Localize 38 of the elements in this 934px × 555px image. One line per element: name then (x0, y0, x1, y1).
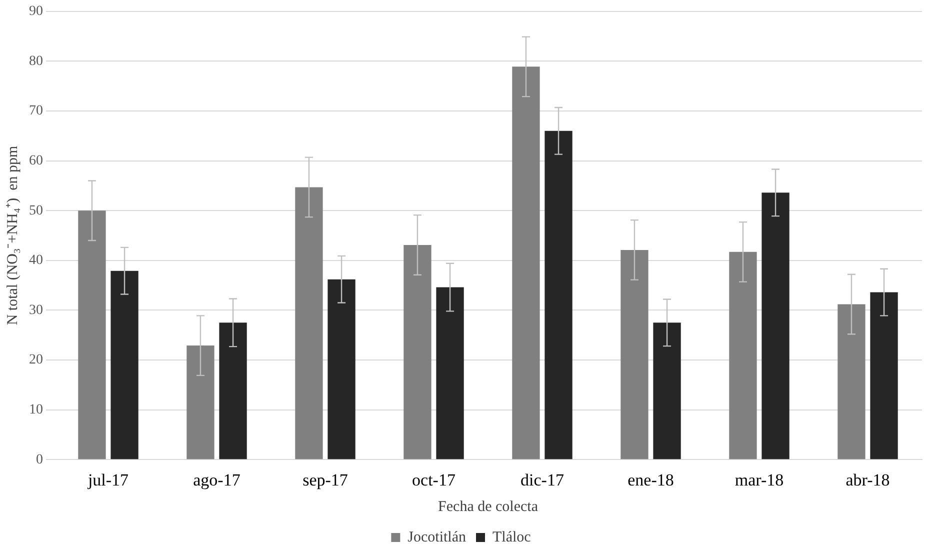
x-tick-label: oct-17 (412, 470, 456, 490)
bar (110, 270, 138, 460)
bar (186, 346, 214, 460)
y-tick-label: 60 (29, 153, 43, 168)
y-tick-label: 30 (29, 302, 43, 318)
y-tick-label: 70 (29, 104, 43, 119)
legend-label: Tláloc (492, 529, 532, 546)
x-axis-title: Fecha de colecta (438, 498, 538, 515)
bar (838, 304, 866, 460)
bar (295, 187, 323, 460)
legend-label: Jocotitlán (408, 529, 467, 546)
x-tick-label: mar-18 (734, 470, 784, 490)
x-tick-label: dic-17 (520, 470, 564, 490)
bar (653, 322, 681, 460)
bar (762, 192, 790, 460)
y-tick-label: 80 (29, 54, 43, 69)
bar (870, 292, 898, 460)
bar (544, 130, 572, 460)
x-tick-label: ago-17 (193, 470, 241, 490)
y-tick-label: 10 (29, 402, 43, 418)
x-tick-label: ene-18 (628, 470, 674, 490)
y-tick-label: 0 (36, 452, 43, 468)
y-tick-label: 20 (29, 352, 43, 368)
bar (620, 250, 648, 460)
y-tick-label: 50 (29, 203, 43, 218)
bar (404, 244, 432, 460)
x-tick-label: abr-18 (846, 470, 890, 490)
x-tick-label: sep-17 (302, 470, 348, 490)
y-tick-label: 90 (29, 4, 43, 20)
bar (78, 210, 106, 460)
y-tick-label: 40 (29, 253, 43, 268)
bar (219, 322, 247, 460)
bar (729, 252, 757, 460)
bar (512, 66, 540, 460)
x-tick-label: jul-17 (86, 470, 130, 490)
y-axis-title: N total (NO₃⁻+NH₄⁺) en ppm (4, 146, 21, 326)
bar (328, 279, 356, 460)
bar (436, 287, 464, 460)
